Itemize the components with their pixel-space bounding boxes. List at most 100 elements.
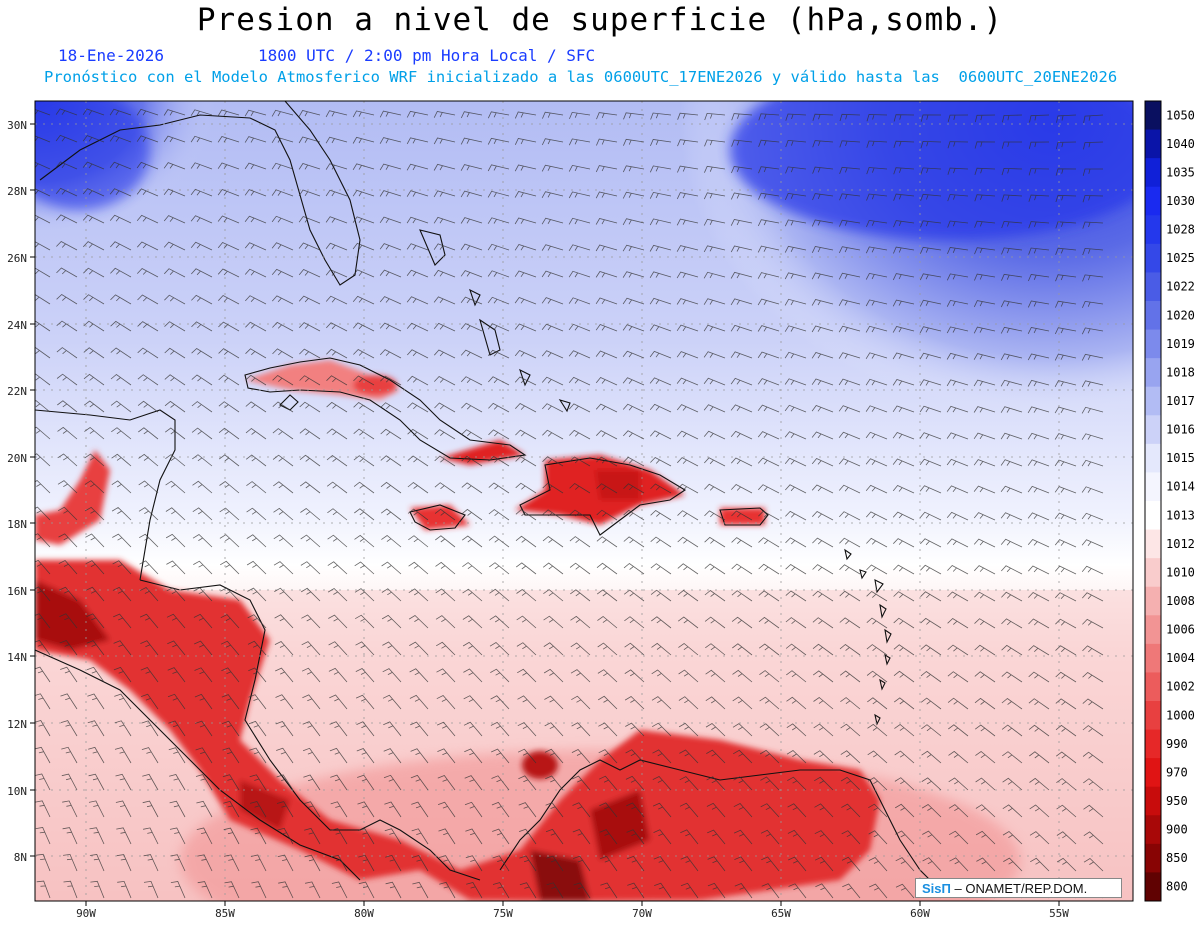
lon-label: 85W [215, 907, 235, 920]
wind-barb [921, 777, 942, 791]
wind-barb [546, 855, 564, 872]
wind-barb [703, 377, 726, 386]
wind-barb [300, 534, 321, 548]
wind-barb [651, 669, 672, 683]
wind-barb [650, 483, 672, 494]
wind-barb [461, 508, 483, 521]
wind-barb [380, 349, 402, 359]
wind-barb [434, 349, 456, 359]
wind-barb [948, 724, 969, 737]
wind-barb [488, 429, 510, 440]
wind-barb [109, 135, 132, 143]
wind-barb [1083, 857, 1104, 872]
wind-barb [381, 534, 402, 548]
wind-barb [380, 375, 402, 386]
wind-barb [163, 162, 186, 170]
wind-barb [677, 139, 699, 147]
wind-barb [651, 616, 672, 629]
wind-barb [274, 587, 294, 602]
wind-barb [676, 324, 699, 332]
wind-barb [411, 801, 429, 818]
wind-barb [866, 193, 888, 201]
wind-barb [35, 241, 51, 251]
wind-barb [895, 857, 915, 872]
wind-barb [1082, 592, 1104, 602]
wind-barb [487, 296, 510, 305]
wind-barb [298, 216, 321, 224]
wind-barb [894, 750, 915, 764]
wind-barb [542, 429, 564, 440]
wind-barb [731, 139, 753, 147]
wind-barb [356, 748, 375, 764]
wind-barb [357, 774, 375, 791]
wind-barb [56, 241, 78, 251]
wind-barb [305, 881, 321, 899]
wind-barb [246, 481, 267, 494]
wind-barb [325, 242, 348, 251]
wind-barb [278, 881, 294, 899]
wind-barb [1054, 512, 1077, 521]
wind-barb [1082, 751, 1104, 764]
wind-barb [352, 269, 375, 278]
wind-barb [61, 773, 78, 791]
wind-barb [329, 721, 348, 737]
wind-barb [460, 111, 483, 119]
wind-barb [56, 373, 78, 386]
wind-barb [192, 480, 213, 494]
wind-barb [703, 192, 726, 200]
wind-barb [1055, 168, 1077, 176]
wind-barb [704, 616, 726, 629]
wind-barb [218, 427, 240, 440]
wind-barb [1029, 831, 1050, 845]
wind-barb [919, 273, 942, 281]
wind-barb [244, 109, 267, 117]
wind-barb [36, 880, 51, 899]
colorbar-label: 1000 [1166, 708, 1195, 722]
wind-barb [865, 431, 888, 440]
wind-barb [703, 218, 726, 226]
wind-barb [514, 111, 537, 119]
wind-barb [190, 241, 213, 251]
wind-barb [1001, 697, 1023, 710]
wind-barb [840, 776, 861, 791]
wind-barb [298, 295, 321, 305]
wind-barb [946, 405, 969, 413]
lon-label: 70W [632, 907, 652, 920]
lon-label: 80W [354, 907, 374, 920]
wind-barb [331, 854, 348, 872]
wind-barb [1054, 539, 1077, 548]
wind-barb [758, 537, 780, 548]
wind-barb [353, 481, 375, 494]
wind-barb [731, 563, 753, 575]
colorbar-label: 1025 [1166, 251, 1195, 265]
wind-barb [461, 535, 483, 548]
wind-barb [1055, 751, 1077, 764]
wind-barb [676, 430, 699, 440]
lat-label: 16N [7, 585, 27, 598]
wind-barb [649, 324, 672, 332]
wind-barb [1055, 645, 1077, 656]
wind-barb [170, 881, 186, 899]
wind-barb [379, 243, 402, 251]
wind-barb [82, 135, 105, 143]
wind-barb [973, 379, 996, 387]
wind-barb [734, 883, 753, 899]
wind-barb [650, 589, 672, 602]
wind-barb [676, 351, 699, 359]
wind-barb [761, 883, 780, 899]
wind-barb [220, 640, 240, 656]
wind-barb [355, 694, 375, 710]
wind-barb [220, 614, 240, 629]
wind-barb [115, 800, 132, 818]
wind-barb [840, 750, 861, 764]
wind-barb [813, 723, 834, 737]
wind-barb [1081, 539, 1104, 548]
wind-barb [352, 216, 375, 224]
lat-label: 22N [7, 385, 27, 398]
wind-barb [58, 560, 78, 575]
wind-barb [625, 722, 645, 737]
wind-barb [271, 162, 294, 170]
wind-barb [356, 721, 375, 737]
wind-barb [276, 774, 294, 791]
wind-barb [894, 777, 915, 791]
